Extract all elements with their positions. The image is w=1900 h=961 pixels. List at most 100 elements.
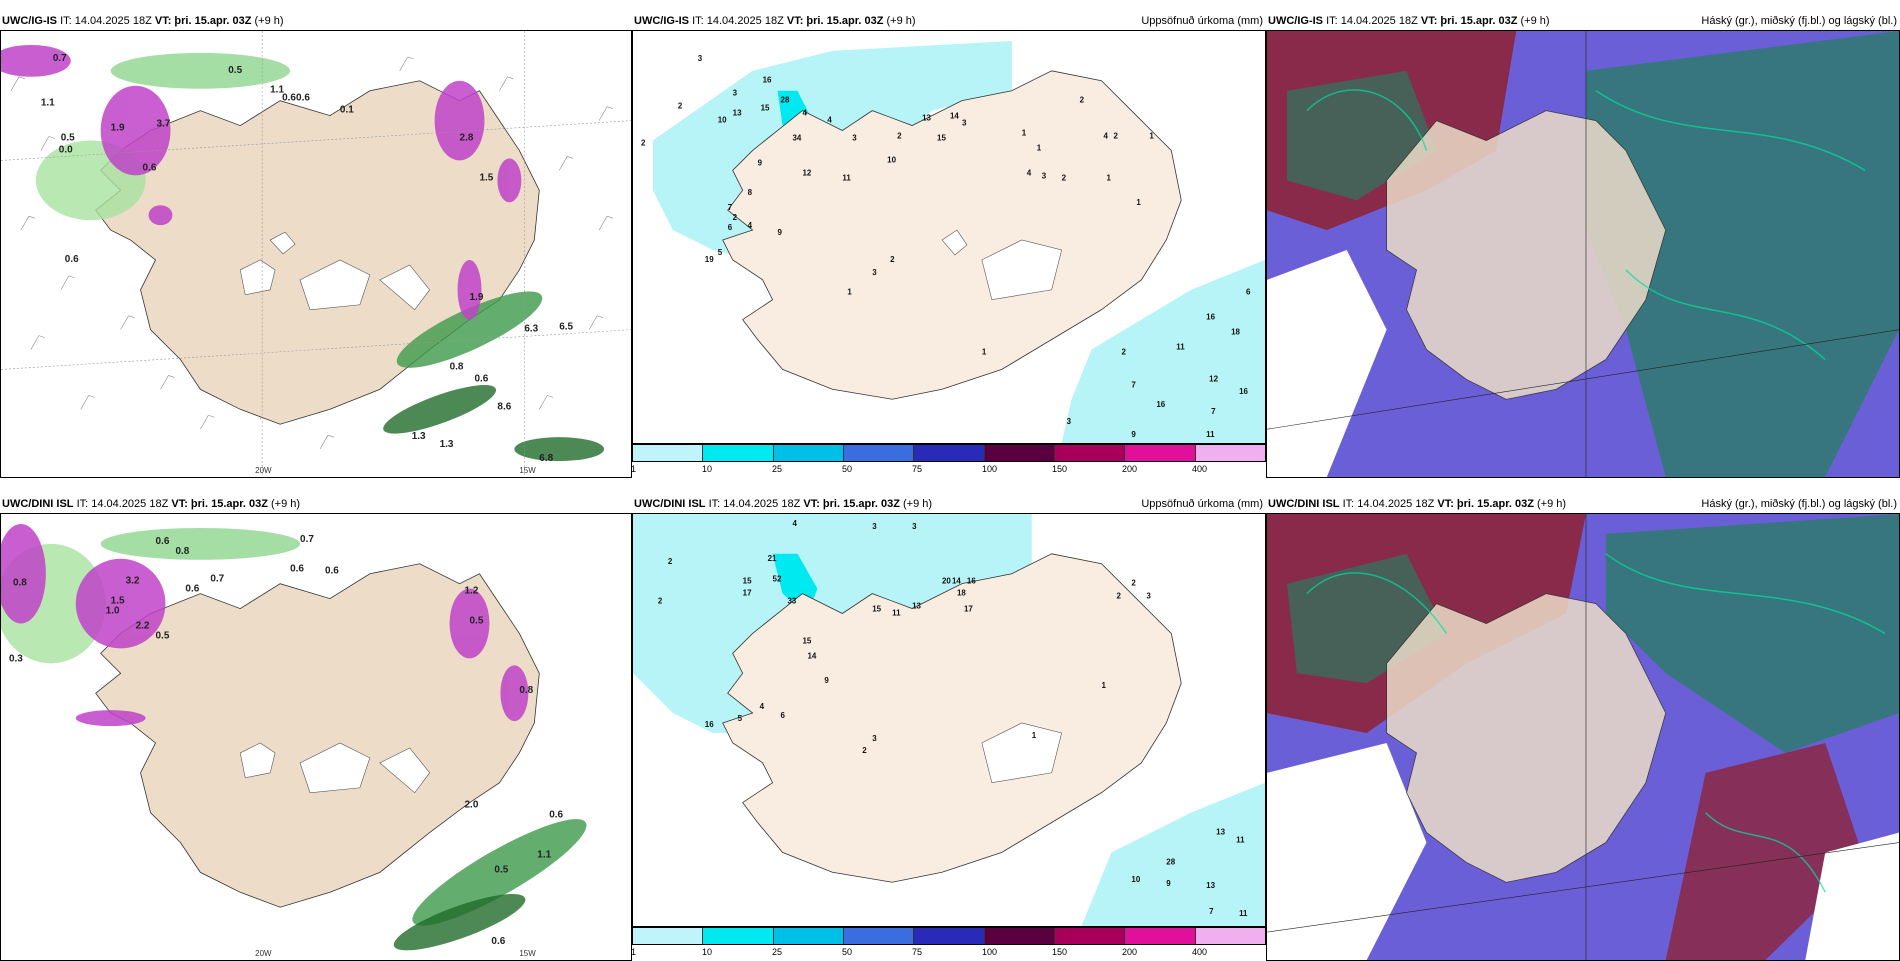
model-name: UWC/DINI ISL [1268,498,1340,510]
precip-value: 1.5 [111,596,125,607]
precip-values: 3 2 3 2 10 13 15 28 16 34 4 4 3 2 13 10 … [641,54,1251,439]
precip-value: 3 [852,133,857,142]
colorbar-segment [914,445,985,461]
cloud-clear [1267,742,1427,960]
precip-value: 2 [641,138,646,147]
colorbar-tick: 100 [982,464,998,474]
colorbar-ticks: 1 10 25 50 75 100 150 200 400 [631,464,1266,476]
valid-time: VT: þri. 15.apr. 03Z [154,15,252,27]
precip-value: 5 [718,248,723,257]
colorbar-tick: 150 [1052,464,1068,474]
precip-value: 0.8 [450,361,464,372]
precip-value: 14 [950,112,959,121]
colorbar-tick: 25 [772,947,783,957]
precip-values: 4 3 3 2 2 33 21 52 15 17 15 14 20 18 14 … [658,519,1248,918]
colorbar-tick: 200 [1122,464,1138,474]
wind-precip-map-svg: 0.6 0.8 0.7 0.6 0.6 0.7 3.2 0.8 1.0 2.2 … [1,514,631,960]
precip-value: 15 [872,605,881,614]
model-name: UWC/IG-IS [1268,15,1323,27]
wind-precip-map[interactable]: 0.7 1.1 0.5 1.1 0.6 0.6 0.5 0.1 3.7 0.6 … [0,30,632,478]
glaciers [981,722,1063,784]
precip-value: 7 [1131,380,1136,389]
panel-header: UWC/IG-IS IT: 14.04.2025 18Z VT: þri. 15… [632,12,1266,30]
precip-value: 0.6 [185,584,199,595]
precip-value: 7 [1209,907,1214,916]
precip-value: 9 [778,228,783,237]
panel-header: UWC/DINI ISL IT: 14.04.2025 18Z VT: þri.… [1266,495,1900,513]
cloud-cover-map[interactable] [1266,513,1900,961]
cloud-cover-map-svg [1267,31,1899,477]
precip-value: 2 [678,102,683,111]
precip-value: 16 [1239,387,1248,396]
precip-value: 4 [792,519,797,528]
precip-value: 15 [761,104,770,113]
precip-value: 11 [1206,430,1215,439]
precip-value: 1.1 [41,98,55,109]
precip-value: 0.7 [210,574,224,585]
wind-precip-map[interactable]: 0.6 0.8 0.7 0.6 0.6 0.7 3.2 0.8 1.0 2.2 … [0,513,632,961]
precip-value: 1 [1102,681,1107,690]
panel-top-left: UWC/IG-IS IT: 14.04.2025 18Z VT: þri. 15… [0,12,632,478]
colorbar [632,444,1266,462]
accum-precip-map[interactable]: 4 3 3 2 2 33 21 52 15 17 15 14 20 18 14 … [632,513,1266,927]
precip-value: 2.2 [136,620,150,631]
precip-value: 9 [758,158,763,167]
precip-value: 4 [802,109,807,118]
precip-value: 2 [1113,131,1118,140]
accum-precip-map[interactable]: 3 2 3 2 10 13 15 28 16 34 4 4 3 2 13 10 … [632,30,1266,444]
lon-label-20w: 20W [255,466,272,475]
cloud-teal [1585,31,1899,477]
precip-value: 13 [733,109,742,118]
precip-value: 1 [1149,131,1154,140]
precip-value: 6 [781,711,786,720]
valid-time: VT: þri. 15.apr. 03Z [1420,15,1518,27]
precip-value: 4 [760,702,765,711]
iceland-land [722,553,1182,883]
valid-time: VT: þri. 15.apr. 03Z [803,498,900,510]
precip-value: 1 [1022,128,1027,137]
iceland-land [1386,110,1667,400]
glaciers [239,742,431,794]
precip-value: 16 [967,577,976,586]
colorbar-segment [1054,445,1126,461]
colorbar-tick: 400 [1192,464,1208,474]
precip-value: 3.7 [157,119,171,130]
precip-value: 2 [897,131,902,140]
precip-value: 0.8 [519,685,533,696]
precip-value: 17 [743,589,752,598]
precip-value: 0.5 [156,630,170,641]
precip-values: 0.7 1.1 0.5 1.1 0.6 0.6 0.5 0.1 3.7 0.6 … [41,53,574,464]
panel-bottom-middle: UWC/DINI ISL IT: 14.04.2025 18Z VT: þri.… [631,495,1266,957]
precip-value: 16 [705,720,714,729]
precip-value: 0.6 [290,564,304,575]
precip-value: 16 [763,76,772,85]
precip-value: 3 [872,268,877,277]
product-title: Uppsöfnuð úrkoma (mm) [1141,15,1263,27]
cloud-cover-map-svg [1267,514,1899,960]
precip-value: 1 [847,288,852,297]
precip-value: 0.5 [228,65,242,76]
precip-value: 1.1 [270,85,284,96]
precip-value: 9 [1166,879,1171,888]
graticule [1267,31,1899,477]
glaciers [239,231,431,311]
precip-value: 0.7 [53,53,67,64]
colorbar-segment [1125,928,1196,944]
precip-value: 12 [1209,374,1218,383]
precip-value: 3 [698,54,703,63]
cloud-cover-map[interactable] [1266,30,1900,478]
colorbar-segment [703,928,774,944]
precip-value: 3 [1042,171,1047,180]
precip-value: 16 [1156,400,1165,409]
colorbar-segment [633,928,704,944]
precip-value: 0.8 [13,578,27,589]
precip-value: 4 [748,221,753,230]
cloud-high-se [1665,742,1866,960]
colorbar-tick: 1 [631,464,637,474]
precip-value: 3 [1067,417,1072,426]
precip-value: 1.3 [440,439,454,450]
valid-time: VT: þri. 15.apr. 03Z [786,15,884,27]
precip-value: 2 [1116,592,1121,601]
precip-value: 7 [728,203,733,212]
precip-value: 15 [937,133,946,142]
